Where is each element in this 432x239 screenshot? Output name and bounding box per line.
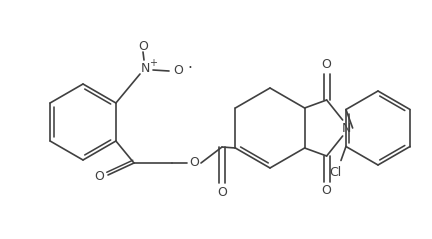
Text: N: N [342,121,351,135]
Text: O: O [173,65,183,77]
Text: ·: · [187,60,192,76]
Text: Cl: Cl [329,166,341,179]
Text: +: + [149,58,157,68]
Text: O: O [138,39,148,53]
Text: O: O [322,185,332,197]
Text: O: O [189,157,199,169]
Text: O: O [217,185,227,199]
Text: N: N [140,61,149,75]
Text: O: O [94,170,104,184]
Text: O: O [322,59,332,71]
